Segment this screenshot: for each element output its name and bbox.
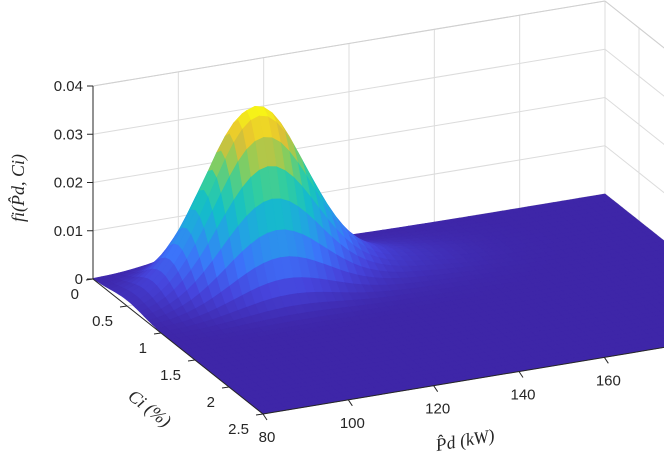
y-axis-line [92, 278, 264, 415]
y-axis-label: Ci (%) [124, 385, 175, 431]
grid-line [604, 145, 664, 194]
axes [85, 85, 664, 421]
z-tick-label: 0.02 [54, 175, 83, 192]
z-tick-label: 0 [75, 271, 83, 288]
y-tick-label: 2 [207, 394, 215, 411]
grid-line [604, 0, 664, 49]
grid-line [92, 145, 606, 232]
y-tick [153, 332, 162, 335]
y-tick [119, 305, 128, 308]
z-axis-label: fi(P̂d, Ci) [8, 154, 29, 222]
box-edge [92, 0, 606, 87]
z-tick-label: 0.03 [54, 126, 83, 143]
y-tick [187, 359, 196, 362]
z-tick-label: 0.04 [54, 78, 83, 95]
y-tick-label: 1 [139, 340, 147, 357]
x-axis-label: P̂d (kW) [433, 425, 496, 456]
x-tick-label: 120 [425, 401, 450, 418]
y-tick-label: 2.5 [228, 421, 249, 438]
y-tick [221, 386, 230, 389]
x-tick [603, 357, 609, 364]
x-tick [262, 413, 268, 421]
y-tick-label: 1.5 [160, 367, 181, 384]
surface [92, 105, 664, 415]
x-tick [518, 371, 524, 378]
z-tick-label: 0.01 [54, 223, 83, 240]
x-tick-label: 140 [510, 387, 535, 404]
grid-line [604, 97, 664, 145]
x-tick-label: 100 [340, 415, 365, 432]
grid-line [92, 97, 606, 183]
x-tick-label: 160 [596, 372, 621, 389]
x-tick [433, 385, 439, 392]
x-tick [347, 399, 353, 407]
x-tick-label: 80 [259, 429, 276, 446]
y-tick-label: 0 [71, 286, 79, 303]
grid-line [92, 48, 606, 135]
box-edge [604, 0, 664, 49]
y-tick [255, 413, 264, 416]
grid-line [604, 48, 664, 97]
tick-labels: 8010012014016018020000.511.522.500.010.0… [54, 78, 621, 446]
y-tick-label: 0.5 [92, 313, 113, 330]
